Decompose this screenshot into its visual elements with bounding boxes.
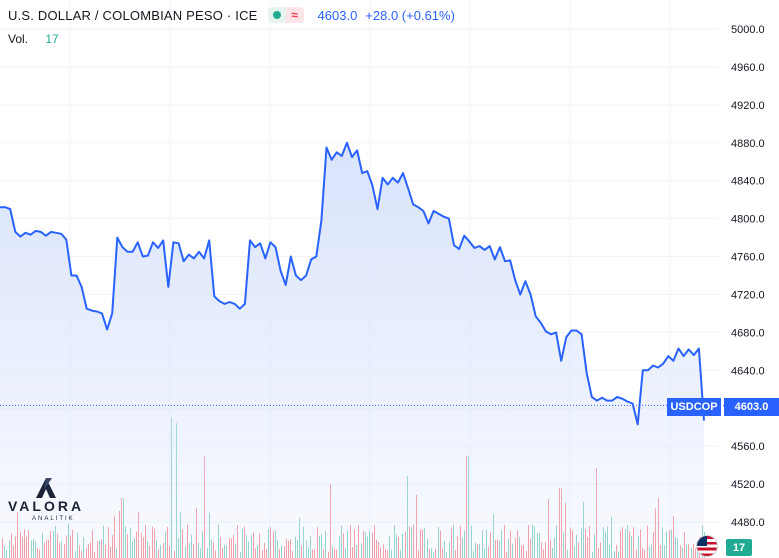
market-open-icon[interactable] bbox=[267, 7, 286, 23]
y-tick-label: 4680.0 bbox=[731, 327, 765, 339]
y-tick-label: 5000.0 bbox=[731, 24, 765, 36]
y-tick-label: 4920.0 bbox=[731, 100, 765, 112]
volume-value: 17 bbox=[45, 32, 59, 46]
valora-mark-icon bbox=[36, 478, 56, 498]
y-tick-label: 4880.0 bbox=[731, 138, 765, 150]
y-tick-label: 4960.0 bbox=[731, 62, 765, 74]
symbol-price-label: USDCOP bbox=[667, 398, 721, 416]
delayed-data-icon[interactable]: ≈ bbox=[285, 7, 304, 23]
y-tick-label: 4480.0 bbox=[731, 517, 765, 529]
symbol-title[interactable]: U.S. DOLLAR / COLOMBIAN PESO · ICE bbox=[8, 7, 258, 23]
y-tick-label: 4560.0 bbox=[731, 441, 765, 453]
price-series-line[interactable] bbox=[0, 141, 705, 426]
y-tick-label: 4640.0 bbox=[731, 365, 765, 377]
status-badges[interactable]: ≈ bbox=[267, 7, 304, 23]
valora-logo: VALORA ANALITIK bbox=[8, 476, 88, 526]
symbol-legend[interactable]: U.S. DOLLAR / COLOMBIAN PESO · ICE ≈ 460… bbox=[8, 6, 455, 24]
y-tick-label: 4520.0 bbox=[731, 479, 765, 491]
volume-axis-label: 17 bbox=[726, 539, 752, 556]
volume-legend[interactable]: Vol. 17 bbox=[8, 32, 59, 46]
logo-name: VALORA bbox=[8, 498, 85, 514]
last-price-axis-label: 4603.0 bbox=[724, 398, 779, 416]
y-tick-label: 4800.0 bbox=[731, 214, 765, 226]
volume-label: Vol. bbox=[8, 32, 29, 46]
price-axis[interactable]: 5000.0 4960.0 4920.0 4880.0 4840.0 4800.0 4760… bbox=[731, 24, 765, 529]
y-tick-label: 4840.0 bbox=[731, 176, 765, 188]
price-area bbox=[0, 141, 705, 558]
price-area-fill bbox=[0, 142, 704, 558]
y-tick-label: 4760.0 bbox=[731, 252, 765, 264]
us-flag-icon bbox=[696, 535, 718, 557]
last-price: 4603.0 bbox=[317, 7, 358, 23]
logo-subtitle: ANALITIK bbox=[32, 516, 75, 522]
price-change: +28.0 (+0.61%) bbox=[365, 7, 455, 23]
y-tick-label: 4720.0 bbox=[731, 289, 765, 301]
